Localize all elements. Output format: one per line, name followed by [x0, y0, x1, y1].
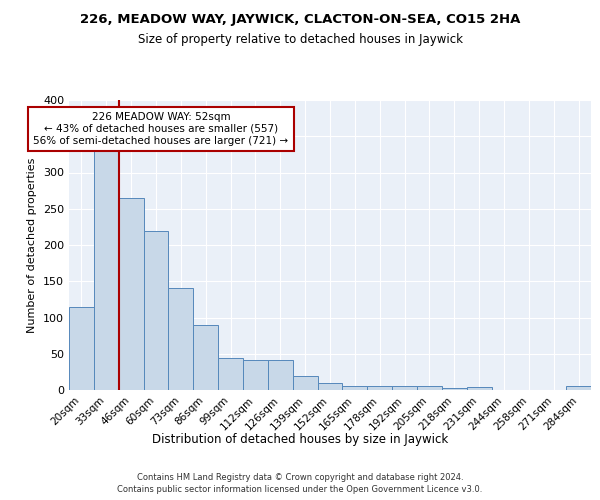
Bar: [143, 230, 169, 390]
Bar: [417, 386, 442, 390]
Text: Contains HM Land Registry data © Crown copyright and database right 2024.: Contains HM Land Registry data © Crown c…: [137, 472, 463, 482]
Text: Contains public sector information licensed under the Open Government Licence v3: Contains public sector information licen…: [118, 485, 482, 494]
Bar: [392, 386, 417, 390]
Bar: [293, 376, 317, 390]
Y-axis label: Number of detached properties: Number of detached properties: [28, 158, 37, 332]
Text: Distribution of detached houses by size in Jaywick: Distribution of detached houses by size …: [152, 432, 448, 446]
Bar: [442, 388, 467, 390]
Bar: [243, 360, 268, 390]
Bar: [467, 387, 491, 390]
Text: 226, MEADOW WAY, JAYWICK, CLACTON-ON-SEA, CO15 2HA: 226, MEADOW WAY, JAYWICK, CLACTON-ON-SEA…: [80, 12, 520, 26]
Bar: [268, 360, 293, 390]
Bar: [317, 384, 343, 390]
Bar: [343, 386, 367, 390]
Bar: [218, 358, 243, 390]
Text: Size of property relative to detached houses in Jaywick: Size of property relative to detached ho…: [137, 32, 463, 46]
Bar: [119, 198, 143, 390]
Bar: [367, 386, 392, 390]
Bar: [94, 151, 119, 390]
Bar: [169, 288, 193, 390]
Bar: [193, 326, 218, 390]
Bar: [566, 386, 591, 390]
Bar: [69, 306, 94, 390]
Text: 226 MEADOW WAY: 52sqm
← 43% of detached houses are smaller (557)
56% of semi-det: 226 MEADOW WAY: 52sqm ← 43% of detached …: [34, 112, 289, 146]
